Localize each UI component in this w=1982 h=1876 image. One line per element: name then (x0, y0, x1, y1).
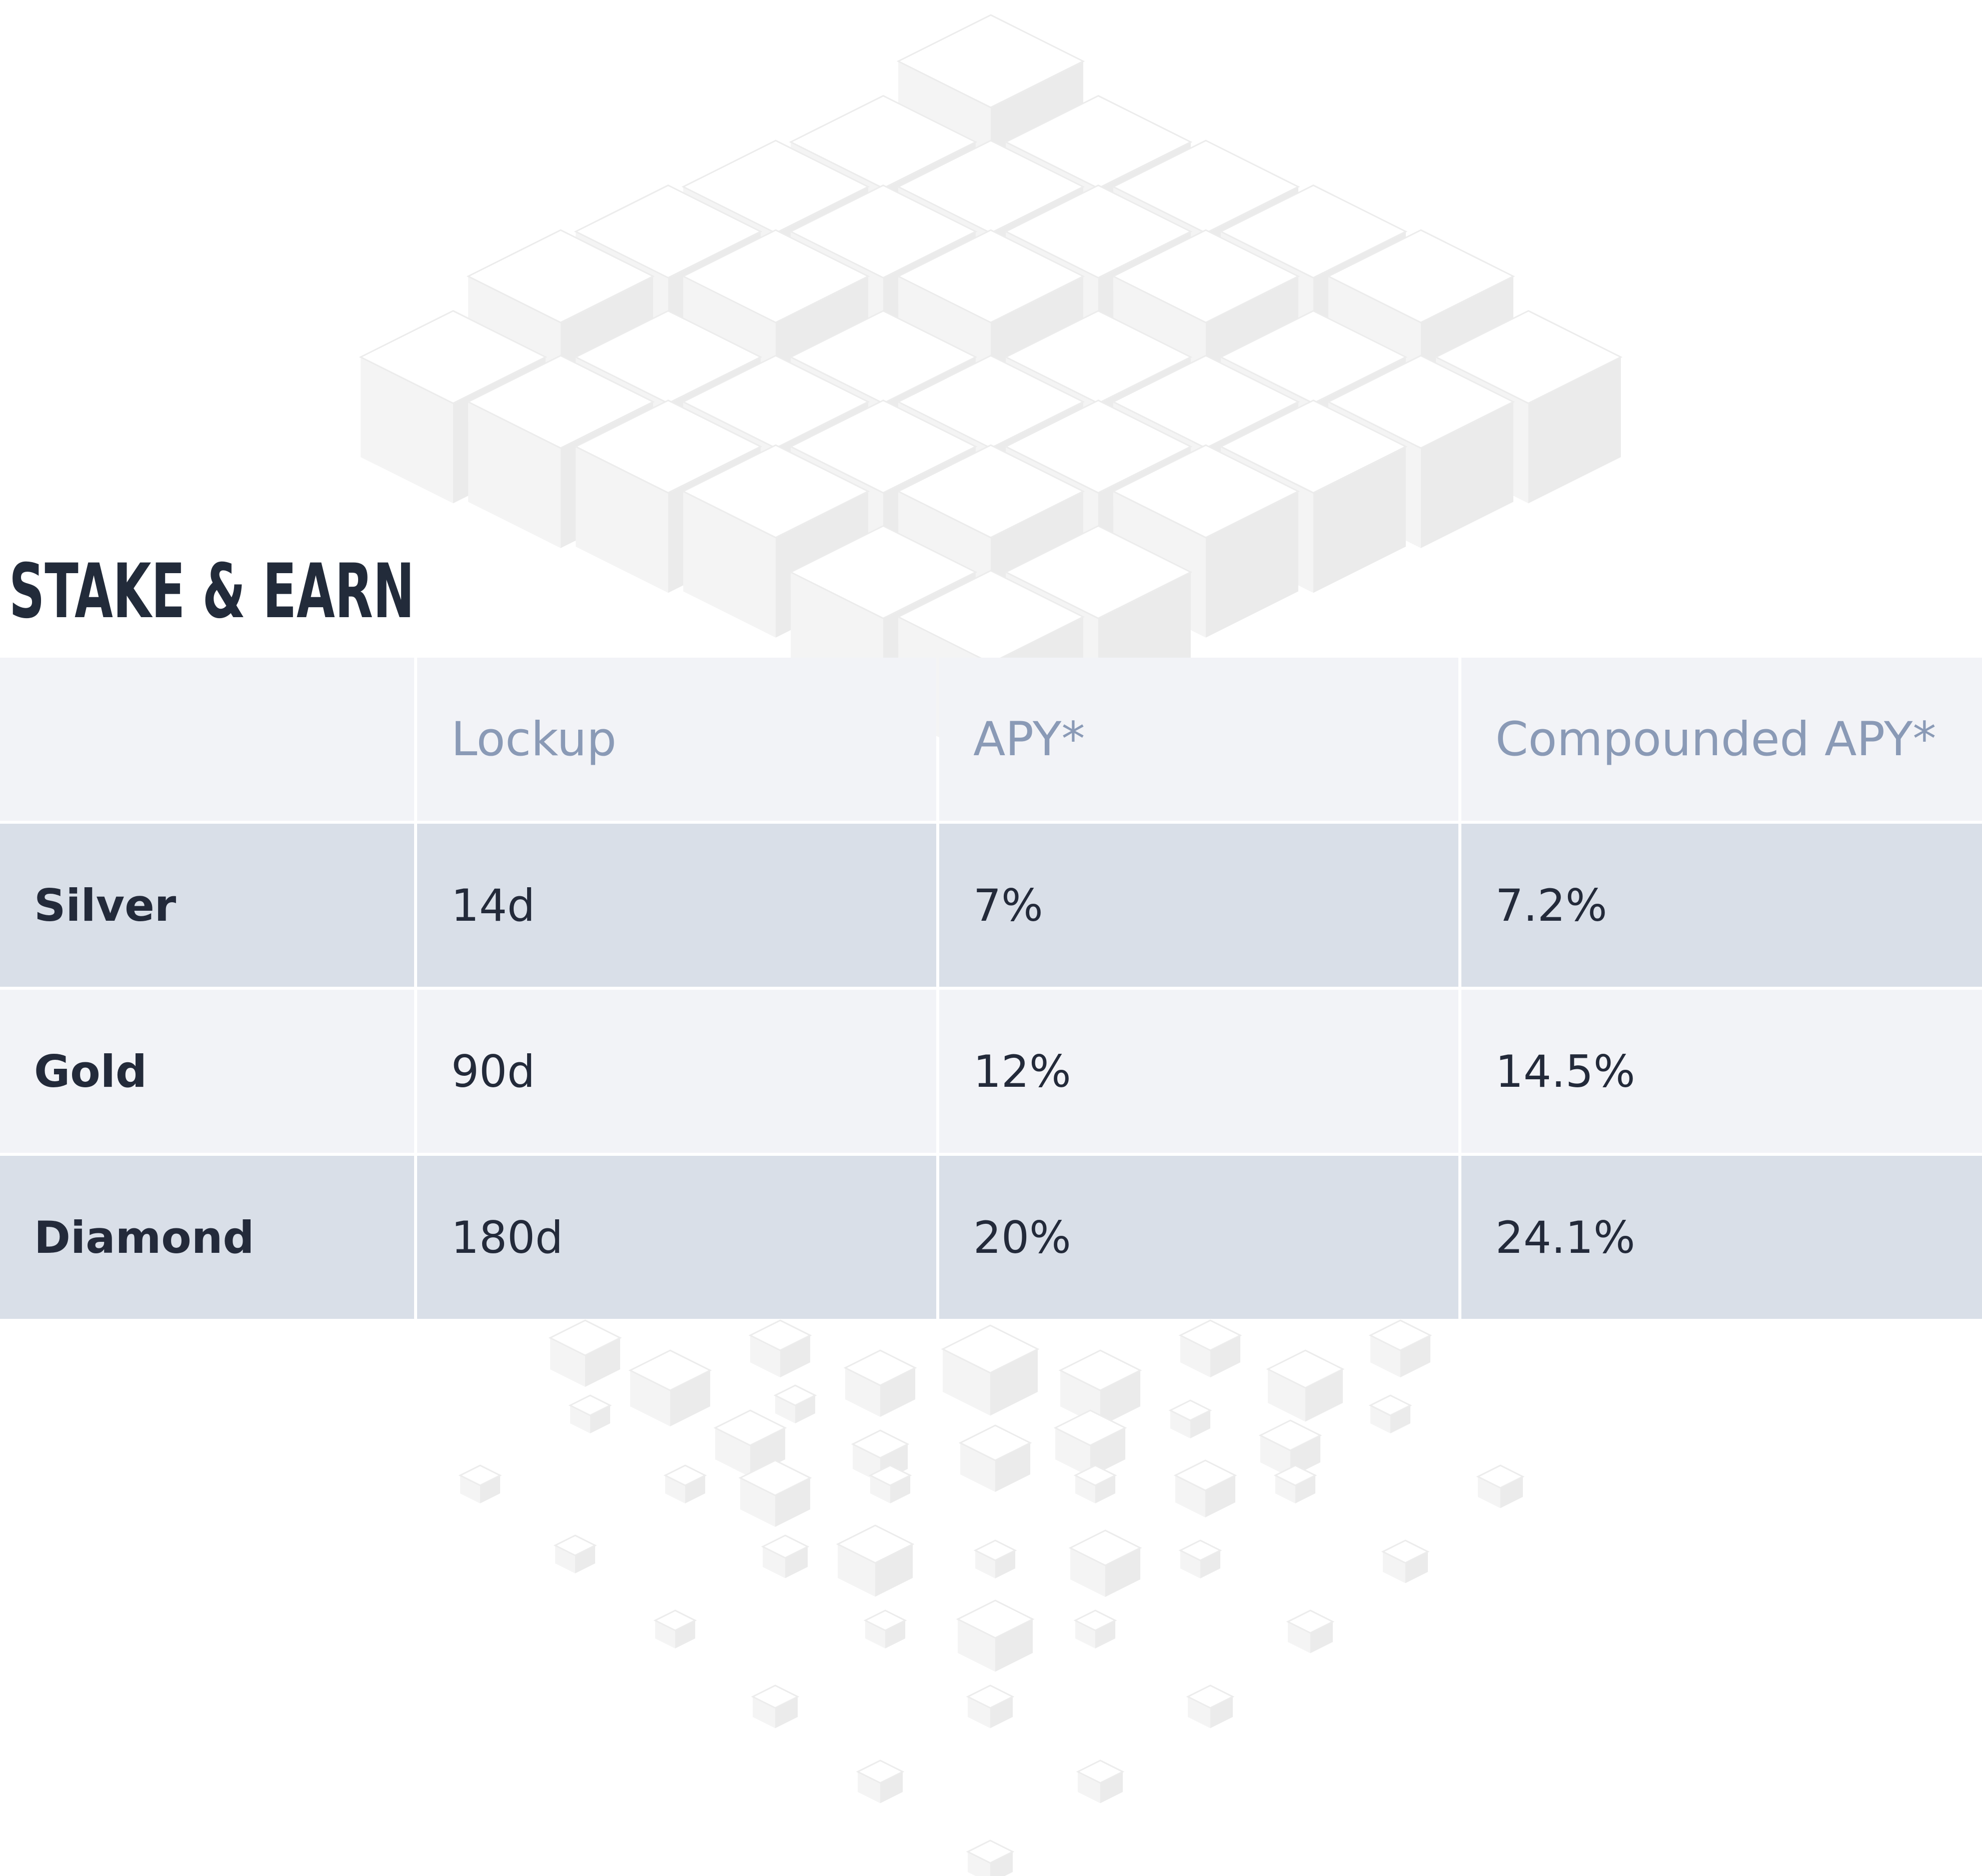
header-lockup: Lockup (417, 658, 936, 821)
lockup-value: 180d (417, 1156, 936, 1319)
lockup-value: 90d (417, 990, 936, 1153)
apy-value: 7% (939, 824, 1458, 987)
page-title: STAKE & EARN (9, 548, 415, 635)
compounded-apy-value: 14.5% (1461, 990, 1982, 1153)
tier-name: Silver (0, 824, 414, 987)
apy-value: 12% (939, 990, 1458, 1153)
header-apy: APY* (939, 658, 1458, 821)
table-row-silver: Silver 14d 7% 7.2% (0, 824, 1982, 987)
tier-name: Gold (0, 990, 414, 1153)
header-compounded-apy: Compounded APY* (1461, 658, 1982, 821)
table-row-gold: Gold 90d 12% 14.5% (0, 990, 1982, 1153)
compounded-apy-value: 24.1% (1461, 1156, 1982, 1319)
header-tier (0, 658, 414, 821)
staking-tiers-table: Lockup APY* Compounded APY* Silver 14d 7… (0, 655, 1982, 1322)
tier-name: Diamond (0, 1156, 414, 1319)
lockup-value: 14d (417, 824, 936, 987)
table-header-row: Lockup APY* Compounded APY* (0, 658, 1982, 821)
compounded-apy-value: 7.2% (1461, 824, 1982, 987)
apy-value: 20% (939, 1156, 1458, 1319)
table-row-diamond: Diamond 180d 20% 24.1% (0, 1156, 1982, 1319)
